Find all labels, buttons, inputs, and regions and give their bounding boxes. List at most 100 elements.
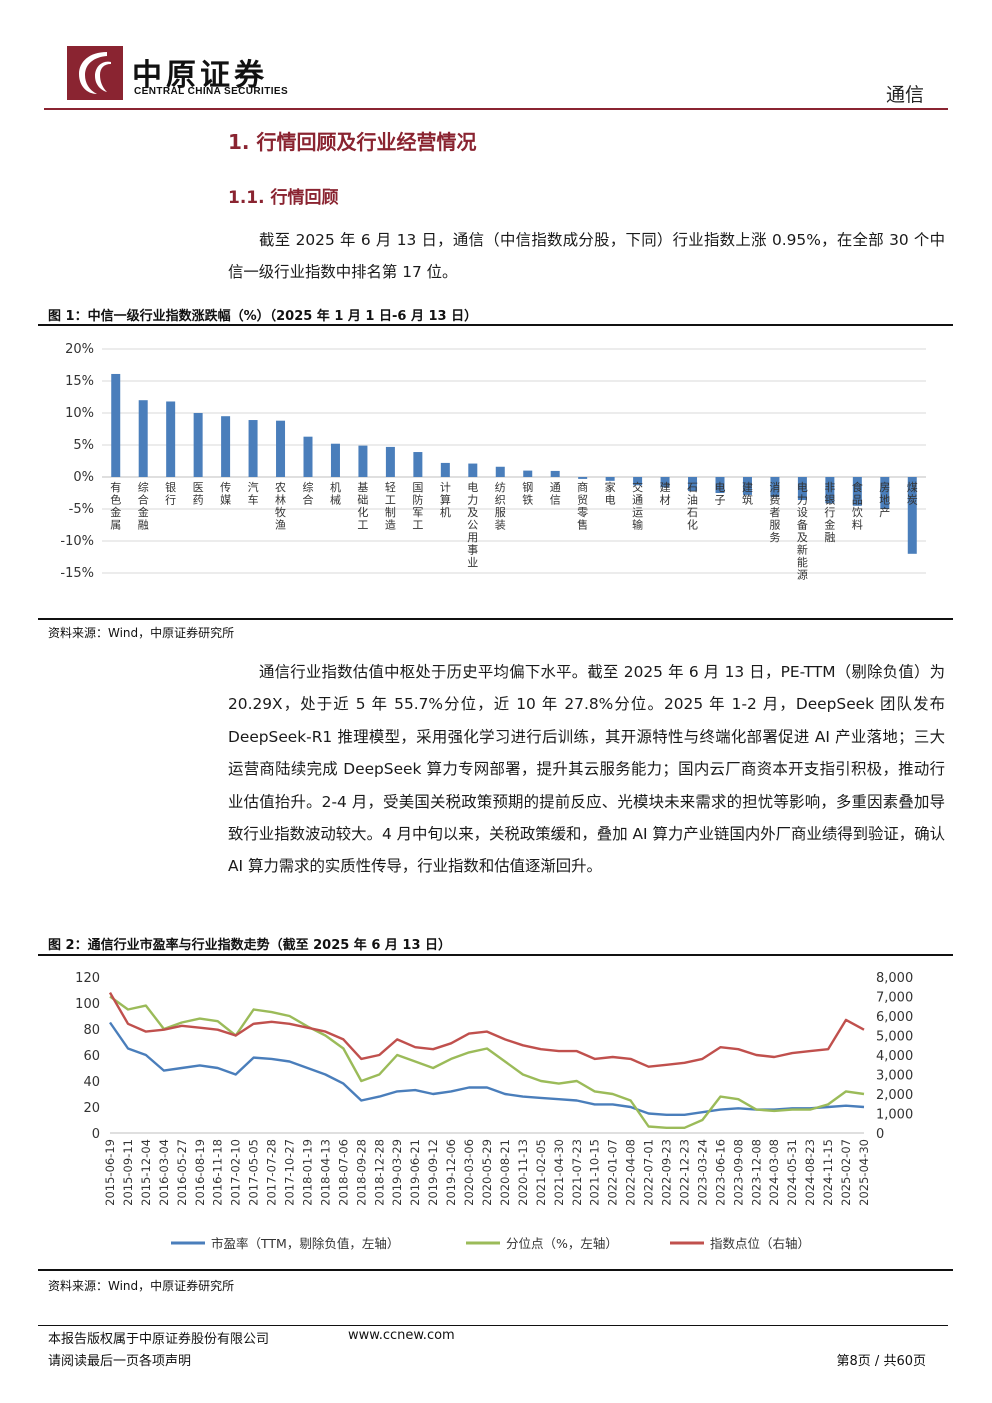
x-tick-label: 2015-06-19 [103,1139,117,1206]
x-tick-label: 2017-10-27 [283,1139,297,1206]
bar [633,477,643,486]
footer-divider [38,1325,948,1326]
paragraph-text: 通信行业指数估值中枢处于历史平均偏下水平。截至 2025 年 6 月 13 日，… [228,663,945,876]
x-tick-label: 煤炭 [907,481,918,507]
right-y-tick-label: 6,000 [876,1010,913,1025]
figure1-title: 图 1：中信一级行业指数涨跌幅（%）（2025 年 1 月 1 日-6 月 13… [48,309,478,324]
x-tick-label: 食品饮料 [852,480,863,532]
bar [852,477,862,506]
x-tick-label: 2019-06-21 [408,1139,422,1206]
bar [825,477,835,504]
industry-return-bar-chart: 20% 15% 10% 5% 0% -5% -10% -15% 有色金属 综合金融 银行医药传媒汽车… [60,342,926,582]
pe-index-line-chart: 0 20 40 60 80 100 120 0 1,000 2,000 3,000 4,000 5,00… [75,971,913,1251]
x-tick-label: 房地产 [879,481,890,519]
bar [330,443,340,477]
bar [221,416,231,477]
figure1-top-rule [38,324,953,326]
y-tick-label: 0% [73,470,94,485]
bar [880,477,890,509]
left-y-tick-label: 100 [75,997,100,1012]
header-divider [44,108,948,110]
figure2-bottom-rule [38,1269,953,1271]
footer-website-link[interactable]: www.ccnew.com [348,1328,455,1343]
x-tick-label: 2018-07-06 [336,1139,350,1206]
x-tick-label: 2018-09-28 [354,1139,368,1206]
company-logo [67,46,123,100]
x-tick-label: 2017-02-10 [229,1139,243,1206]
x-tick-label: 通信 [550,481,561,507]
x-tick-label: 2016-05-27 [175,1139,189,1206]
figure2-top-rule [38,954,953,956]
x-tick-label: 2021-02-05 [534,1139,548,1206]
bar [605,477,615,481]
figure1-source: 资料来源：Wind，中原证券研究所 [48,626,235,640]
x-tick-label: 家电 [605,480,616,507]
left-y-tick-label: 80 [83,1023,100,1038]
legend-label: 指数点位（右轴） [710,1236,810,1251]
left-y-tick-label: 120 [75,971,100,986]
bar [550,470,560,477]
x-tick-label: 电力设备及新能源 [797,481,808,582]
x-tick-label: 综合金融 [138,480,149,532]
x-tick-label: 2025-04-30 [857,1139,871,1206]
bar [111,373,121,477]
x-tick-label: 2021-07-23 [570,1139,584,1206]
x-tick-label: 综合 [303,480,314,507]
figure2-title: 图 2：通信行业市盈率与行业指数走势（截至 2025 年 6 月 13 日） [48,938,452,953]
bar [523,470,533,477]
x-tick-label: 2020-05-29 [480,1139,494,1206]
x-tick-label: 非银行金融 [824,481,835,544]
x-tick-label: 国防军工 [412,481,423,532]
series-line [109,1021,865,1117]
x-tick-label: 2024-05-31 [785,1139,799,1206]
x-tick-label: 2016-11-18 [211,1139,225,1206]
x-tick-label: 2021-04-30 [552,1139,566,1206]
left-y-tick-label: 60 [83,1049,100,1064]
x-tick-label: 2016-03-04 [157,1139,171,1206]
heading-level-2: 1.1. 行情回顾 [228,188,339,208]
section-label: 通信 [885,84,924,106]
brand-name-cn: 中原证券 [132,58,268,93]
x-tick-label: 2018-01-19 [300,1139,314,1206]
right-y-tick-label: 5,000 [876,1030,913,1045]
x-tick-label: 电力及公用事业 [467,481,478,569]
x-tick-label: 传媒 [220,481,231,507]
y-tick-label: 5% [73,438,94,453]
right-y-tick-label: 3,000 [876,1069,913,1084]
x-tick-label: 2015-12-04 [139,1139,153,1206]
x-tick-label: 2019-12-06 [444,1139,458,1206]
legend-label: 市盈率（TTM，剔除负值，左轴） [211,1236,399,1251]
bar [138,400,148,477]
bar [166,401,176,477]
x-tick-label: 商贸零售 [577,480,588,532]
x-tick-label: 2023-03-24 [695,1139,709,1206]
x-tick-label: 2022-04-08 [624,1139,638,1206]
x-tick-label: 2019-03-29 [390,1139,404,1206]
paragraph-intro: 截至 2025 年 6 月 13 日，通信（中信指数成分股，下同）行业指数上涨 … [228,224,945,289]
x-tick-label: 2016-08-19 [193,1139,207,1206]
x-tick-label: 消费者服务 [769,480,780,544]
x-tick-label: 电子 [715,481,726,507]
right-y-tick-label: 0 [876,1127,884,1142]
x-tick-label: 2018-04-13 [318,1139,332,1206]
x-tick-label: 2021-10-15 [588,1139,602,1206]
bar [468,463,478,477]
right-y-tick-label: 2,000 [876,1088,913,1103]
x-tick-label: 有色金属 [110,480,121,532]
bar [358,445,368,477]
bar [276,420,286,477]
x-tick-label: 2024-08-23 [803,1139,817,1206]
right-y-tick-label: 4,000 [876,1049,913,1064]
bar [742,477,752,495]
bar [413,452,423,477]
y-tick-label: 20% [65,342,94,357]
x-tick-label: 2022-09-23 [660,1139,674,1206]
left-y-tick-label: 0 [92,1127,100,1142]
x-tick-label: 银行 [165,480,176,507]
y-tick-label: 10% [65,406,94,421]
right-y-tick-label: 8,000 [876,971,913,986]
bar [303,436,313,477]
x-tick-label: 2018-12-28 [372,1139,386,1206]
figure1-bottom-rule [38,618,953,620]
x-tick-label: 机械 [330,480,341,507]
